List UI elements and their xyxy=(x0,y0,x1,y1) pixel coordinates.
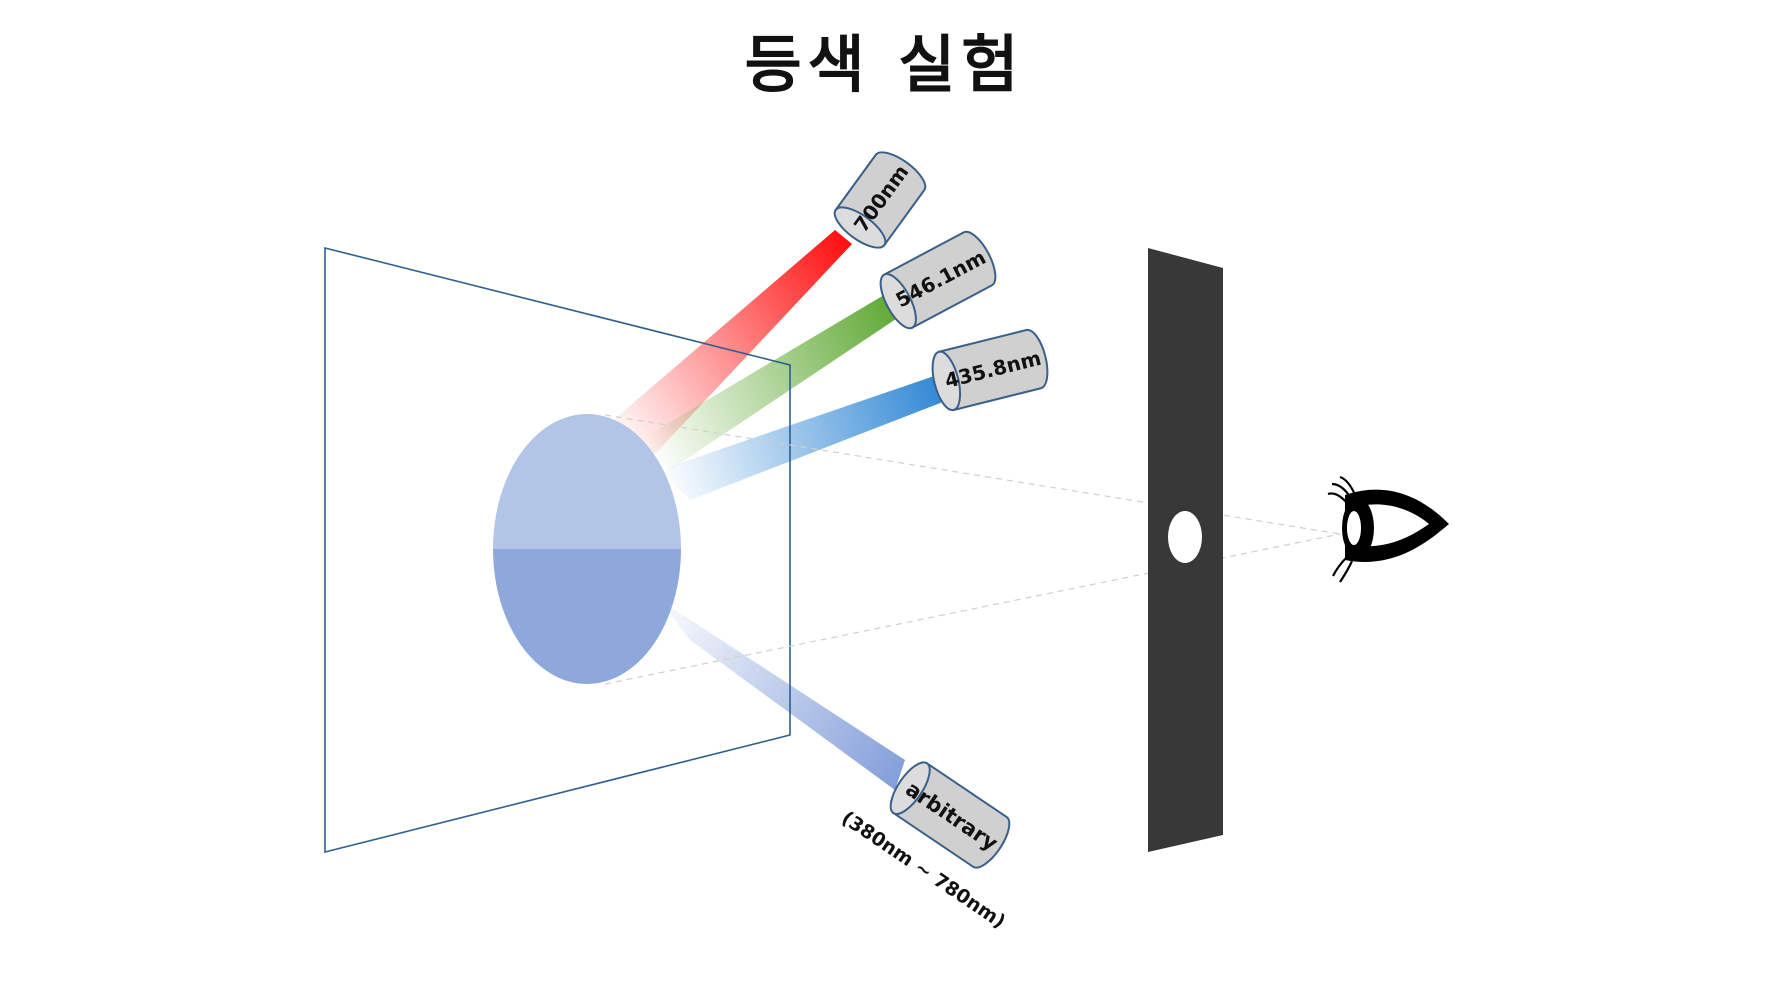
page-title: 등색 실험 xyxy=(744,28,1025,101)
observer-eye-icon xyxy=(1327,475,1449,583)
viewing-aperture xyxy=(1168,511,1202,563)
red-light-beam xyxy=(590,230,852,470)
green-light-beam xyxy=(640,295,902,470)
lamp-red: 700nm xyxy=(833,151,927,249)
blue-light-beam xyxy=(660,374,948,500)
arbitrary-light-beam xyxy=(660,600,905,790)
lamp-blue: 435.8nm xyxy=(931,328,1049,412)
projection-screen-frame xyxy=(324,246,791,854)
bipartite-field xyxy=(493,414,681,684)
